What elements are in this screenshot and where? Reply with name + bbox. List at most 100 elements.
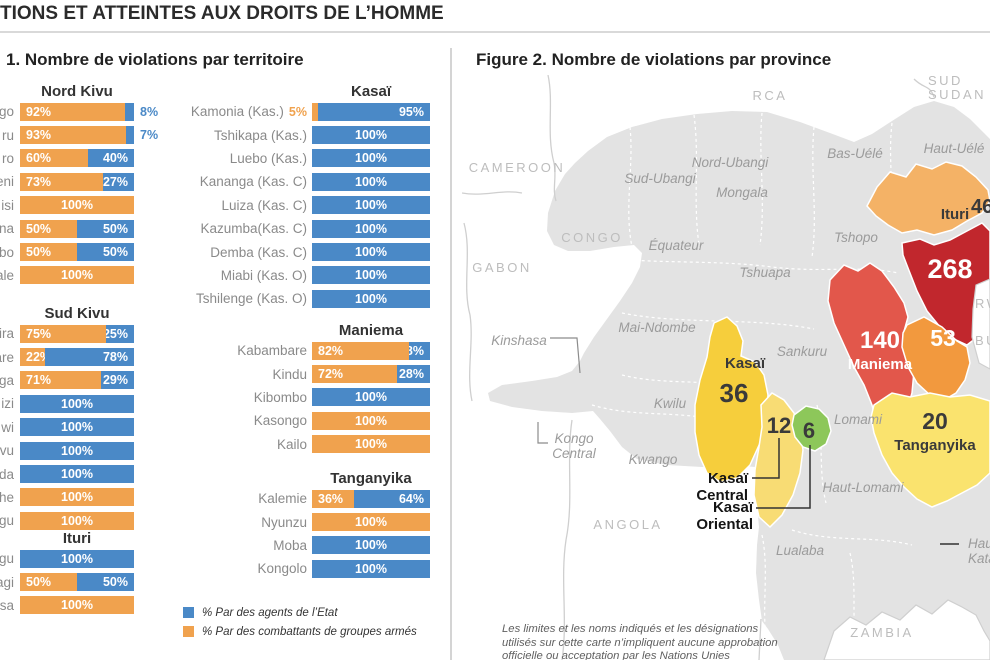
country-label-rwanda: RWANDA — [975, 296, 990, 311]
stacked-bar: 100% — [20, 394, 134, 413]
bar-segment-blue: 50% — [77, 219, 134, 238]
drc-province-map: RCA SUD SUDAN CAMEROON GABON CONGO ANGOL… — [462, 75, 990, 660]
territory-label-text: Kalemie — [258, 491, 307, 507]
bar-segment-orange: 93% — [20, 126, 127, 145]
country-label-sud-sudan-1: SUD — [928, 75, 963, 88]
stacked-bar: 100% — [312, 149, 430, 168]
territory-label: Kibombo — [182, 390, 307, 405]
territory-label-text: ira — [0, 326, 14, 342]
kinshasa-callout-line — [550, 337, 581, 374]
territory-row: Luiza (Kas. C) 100% — [182, 194, 430, 217]
bar-segment-orange: 100% — [20, 266, 134, 285]
region-label-kongo-central-2: Central — [552, 446, 597, 461]
territory-label-text: Moba — [273, 537, 307, 553]
territory-label: Moba — [182, 538, 307, 553]
province-border — [791, 529, 913, 546]
province-border — [621, 312, 815, 330]
region-label-kwilu: Kwilu — [654, 396, 687, 411]
group-rows: Kalemie 36% 64% Nyunzu 100% Moba 100% Kongolo 10… — [182, 487, 430, 581]
stacked-bar: 100% — [20, 511, 134, 530]
legend-item-state-agents: % Par des agents de l’Etat — [183, 603, 417, 622]
stacked-bar: 50% 50% — [20, 219, 134, 238]
territory-label: Kazumba(Kas. C) — [182, 221, 307, 236]
bar-segment-blue: 100% — [312, 388, 430, 407]
bar-segment-blue: 27% — [103, 172, 134, 191]
stacked-bar: 73% 27% — [20, 172, 134, 191]
bar-segment-blue: 28% — [396, 365, 430, 384]
stacked-bar: 50% 50% — [20, 243, 134, 262]
stacked-bar: 100% — [20, 441, 134, 460]
callout-label-kasai-central-1: Kasaï — [708, 470, 749, 487]
region-label-nord-ubangi: Nord-Ubangi — [692, 155, 770, 170]
bar-segment-orange: 100% — [20, 511, 134, 530]
country-label-congo: CONGO — [561, 230, 623, 245]
stacked-bar: 60% 40% — [20, 149, 134, 168]
map-value-nord-kivu: 268 — [927, 254, 972, 284]
stacked-bar: 100% — [312, 196, 430, 215]
bar-segment-orange: 50% — [20, 243, 77, 262]
country-label-rca: RCA — [753, 88, 788, 103]
stacked-bar: 100% — [312, 266, 430, 285]
bar-segment-blue: 100% — [20, 441, 134, 460]
territory-row: wi 100% — [0, 416, 134, 439]
territory-label: Kananga (Kas. C) — [182, 174, 307, 189]
territory-label: ga — [0, 373, 14, 388]
map-value-kasai: 36 — [720, 378, 749, 408]
bar-segment-orange: 72% — [312, 365, 397, 384]
group-rows: ira75%25%are22%78%ga71%29%izi100%wi100%v… — [0, 322, 134, 533]
group-title: Ituri — [62, 530, 92, 547]
bar-segment-orange: 100% — [20, 596, 134, 615]
stacked-bar: 100% — [312, 289, 430, 308]
map-label-tanganyika: Tanganyika — [894, 437, 976, 454]
legend-swatch-blue — [183, 607, 194, 618]
territory-label: Luiza (Kas. C) — [182, 198, 307, 213]
stacked-bar: 100% — [312, 388, 430, 407]
territory-label: Tshikapa (Kas.) — [182, 128, 307, 143]
bar-segment-blue: 100% — [312, 149, 430, 168]
map-label-kasai: Kasaï — [725, 355, 766, 372]
territory-label-text: na — [0, 221, 14, 237]
province-border — [811, 126, 815, 258]
territory-label: da — [0, 467, 14, 482]
region-label-haut-katanga-1: Haut- — [968, 536, 990, 551]
callout-label-kasai-oriental-2: Oriental — [696, 516, 753, 533]
bar-segment-orange: 100% — [312, 513, 430, 532]
legend-label: % Par des agents de l’Etat — [202, 606, 338, 619]
province-kasai — [694, 316, 769, 483]
country-label-zambia: ZAMBIA — [850, 625, 913, 640]
kasai-oriental-callout-line — [756, 445, 811, 509]
province-border — [761, 534, 769, 651]
stacked-bar: 100% — [20, 488, 134, 507]
group-rows: Kamonia (Kas.) 5% 95% Tshikapa (Kas.) 100% Lu… — [182, 100, 430, 311]
map-value-ituri: 46 — [971, 196, 990, 218]
stacked-bar: 100% — [20, 196, 134, 215]
rwanda-burundi-notch — [971, 278, 990, 370]
stacked-bar: 50% 50% — [20, 573, 134, 592]
territory-label: gu — [0, 513, 14, 528]
territory-label-text: vu — [0, 443, 14, 459]
kongo-central-callout-line — [537, 422, 548, 444]
bar-value-outside-right: 8% — [140, 104, 159, 119]
territory-label-text: Kazumba(Kas. C) — [200, 221, 307, 237]
bar-value-outside-left: 5% — [288, 105, 307, 120]
territory-label: Miabi (Kas. O) — [182, 268, 307, 283]
kasai-central-callout-line — [752, 438, 780, 479]
map-disclaimer-line-3: officielle ou acceptation par les Nation… — [502, 650, 730, 660]
callout-label-kasai-oriental-1: Kasaï — [713, 499, 754, 516]
stacked-bar: 100% — [20, 418, 134, 437]
country-label-angola: ANGOLA — [593, 517, 662, 532]
stacked-bar: 22%78% — [20, 348, 134, 367]
territory-label-text: wi — [1, 419, 14, 435]
territory-row: vu 100% — [0, 439, 134, 462]
bar-segment-blue: 100% — [312, 289, 430, 308]
map-disclaimer-line-2: utilisés sur cette carte n’impliquent au… — [502, 637, 778, 649]
territory-row: Kazumba(Kas. C) 100% — [182, 217, 430, 240]
territory-row: Kamonia (Kas.) 5% 95% — [182, 100, 430, 123]
legend-swatch-orange — [183, 626, 194, 637]
stacked-bar: 100% — [312, 172, 430, 191]
territory-label-text: ro — [1, 150, 14, 166]
map-value-kasai-central: 12 — [767, 413, 791, 438]
province-border — [889, 122, 893, 216]
page-title: TIONS ET ATTEINTES AUX DROITS DE L’HOMME — [0, 3, 444, 24]
